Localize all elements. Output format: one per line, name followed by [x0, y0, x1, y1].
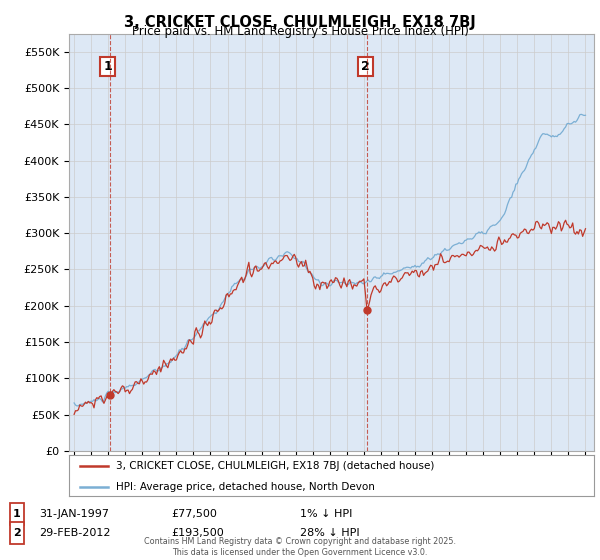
- Text: 3, CRICKET CLOSE, CHULMLEIGH, EX18 7BJ: 3, CRICKET CLOSE, CHULMLEIGH, EX18 7BJ: [124, 15, 476, 30]
- Text: 2: 2: [13, 528, 20, 538]
- Text: 2: 2: [361, 60, 370, 73]
- Text: £193,500: £193,500: [171, 528, 224, 538]
- Text: 1: 1: [13, 509, 20, 519]
- Text: £77,500: £77,500: [171, 509, 217, 519]
- Text: 3, CRICKET CLOSE, CHULMLEIGH, EX18 7BJ (detached house): 3, CRICKET CLOSE, CHULMLEIGH, EX18 7BJ (…: [116, 461, 434, 471]
- Text: 31-JAN-1997: 31-JAN-1997: [39, 509, 109, 519]
- Text: HPI: Average price, detached house, North Devon: HPI: Average price, detached house, Nort…: [116, 482, 375, 492]
- Text: 1% ↓ HPI: 1% ↓ HPI: [300, 509, 352, 519]
- Text: 29-FEB-2012: 29-FEB-2012: [39, 528, 110, 538]
- Text: Contains HM Land Registry data © Crown copyright and database right 2025.
This d: Contains HM Land Registry data © Crown c…: [144, 537, 456, 557]
- Text: 1: 1: [103, 60, 112, 73]
- Text: 28% ↓ HPI: 28% ↓ HPI: [300, 528, 359, 538]
- Text: Price paid vs. HM Land Registry's House Price Index (HPI): Price paid vs. HM Land Registry's House …: [131, 25, 469, 38]
